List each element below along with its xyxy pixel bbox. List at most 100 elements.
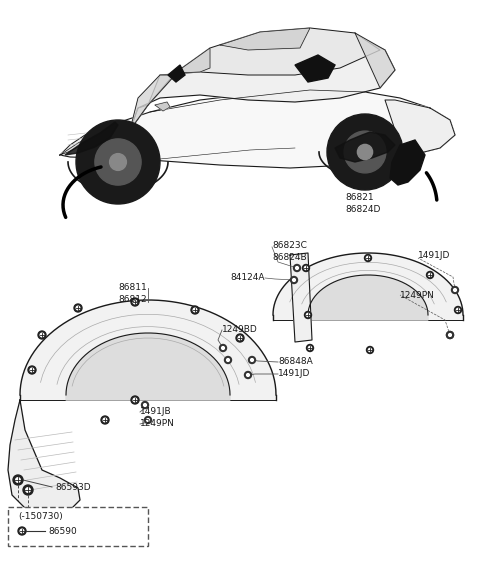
Polygon shape (385, 100, 455, 158)
Text: 86824D: 86824D (345, 206, 380, 214)
Circle shape (454, 289, 456, 292)
Circle shape (144, 417, 152, 423)
Circle shape (456, 308, 459, 312)
Circle shape (364, 254, 372, 261)
Circle shape (293, 278, 295, 281)
Text: 1491JD: 1491JD (278, 370, 311, 379)
Circle shape (238, 336, 242, 340)
Polygon shape (60, 105, 148, 155)
Text: 86812: 86812 (118, 296, 146, 304)
Circle shape (307, 344, 313, 351)
Circle shape (101, 416, 109, 424)
Circle shape (76, 120, 160, 204)
Circle shape (109, 154, 126, 170)
Polygon shape (308, 275, 428, 320)
Circle shape (28, 366, 36, 374)
Circle shape (38, 331, 46, 339)
Circle shape (236, 334, 244, 342)
Polygon shape (155, 102, 170, 111)
Circle shape (427, 272, 433, 278)
Circle shape (327, 114, 403, 190)
Circle shape (247, 374, 250, 376)
Text: 86824B: 86824B (272, 253, 307, 261)
Circle shape (133, 300, 137, 304)
Text: 1249BD: 1249BD (222, 325, 258, 335)
Circle shape (448, 333, 452, 336)
Circle shape (131, 396, 139, 404)
Text: 84124A: 84124A (230, 273, 264, 282)
Text: 86848A: 86848A (278, 358, 313, 367)
Polygon shape (168, 65, 185, 82)
Circle shape (358, 144, 372, 160)
Circle shape (133, 398, 137, 402)
Circle shape (16, 478, 20, 482)
Circle shape (219, 344, 227, 351)
Polygon shape (295, 55, 335, 82)
Circle shape (20, 529, 24, 533)
Circle shape (446, 332, 454, 339)
Circle shape (249, 356, 255, 363)
Text: 1491JB: 1491JB (140, 407, 172, 417)
Circle shape (95, 139, 141, 185)
Circle shape (306, 313, 310, 316)
Circle shape (304, 266, 308, 269)
Polygon shape (66, 333, 230, 400)
Polygon shape (290, 253, 312, 342)
Circle shape (74, 304, 82, 312)
Polygon shape (175, 48, 210, 73)
Circle shape (251, 359, 253, 362)
Polygon shape (20, 300, 276, 400)
Circle shape (244, 371, 252, 379)
Circle shape (40, 333, 44, 337)
Text: (-150730): (-150730) (18, 512, 63, 521)
Circle shape (146, 419, 149, 421)
Circle shape (225, 356, 231, 363)
Text: 86821: 86821 (345, 194, 373, 202)
Polygon shape (130, 75, 175, 130)
Circle shape (446, 332, 454, 339)
Circle shape (429, 273, 432, 277)
Circle shape (142, 402, 148, 409)
Text: 1249PN: 1249PN (400, 291, 435, 300)
Polygon shape (79, 150, 157, 191)
Circle shape (131, 298, 139, 306)
Polygon shape (148, 28, 380, 105)
Circle shape (296, 266, 299, 269)
FancyBboxPatch shape (8, 507, 148, 546)
Polygon shape (8, 400, 80, 515)
Circle shape (367, 347, 373, 354)
Text: 86593D: 86593D (55, 482, 91, 492)
Circle shape (366, 257, 370, 260)
Text: 1249PN: 1249PN (140, 419, 175, 429)
Circle shape (13, 475, 23, 485)
Circle shape (144, 403, 146, 406)
Circle shape (302, 265, 310, 272)
Circle shape (191, 306, 199, 314)
Polygon shape (220, 28, 310, 50)
Text: 86590: 86590 (48, 527, 77, 536)
Circle shape (369, 348, 372, 352)
Polygon shape (130, 30, 395, 130)
Polygon shape (273, 253, 463, 320)
Circle shape (222, 347, 225, 350)
Circle shape (452, 286, 458, 293)
Circle shape (455, 307, 461, 313)
Text: 86823C: 86823C (272, 241, 307, 249)
Circle shape (103, 418, 107, 422)
Text: 1491JD: 1491JD (418, 252, 450, 261)
Polygon shape (335, 132, 395, 162)
Circle shape (344, 131, 386, 173)
Polygon shape (355, 33, 395, 88)
Circle shape (26, 488, 30, 492)
Polygon shape (60, 130, 100, 155)
Polygon shape (390, 140, 425, 185)
Circle shape (76, 306, 80, 310)
Circle shape (309, 347, 312, 350)
Circle shape (30, 368, 34, 372)
Circle shape (290, 277, 298, 284)
Circle shape (304, 312, 312, 319)
Text: 86811: 86811 (118, 284, 147, 292)
Circle shape (23, 485, 33, 495)
Circle shape (18, 527, 26, 535)
Circle shape (193, 308, 197, 312)
